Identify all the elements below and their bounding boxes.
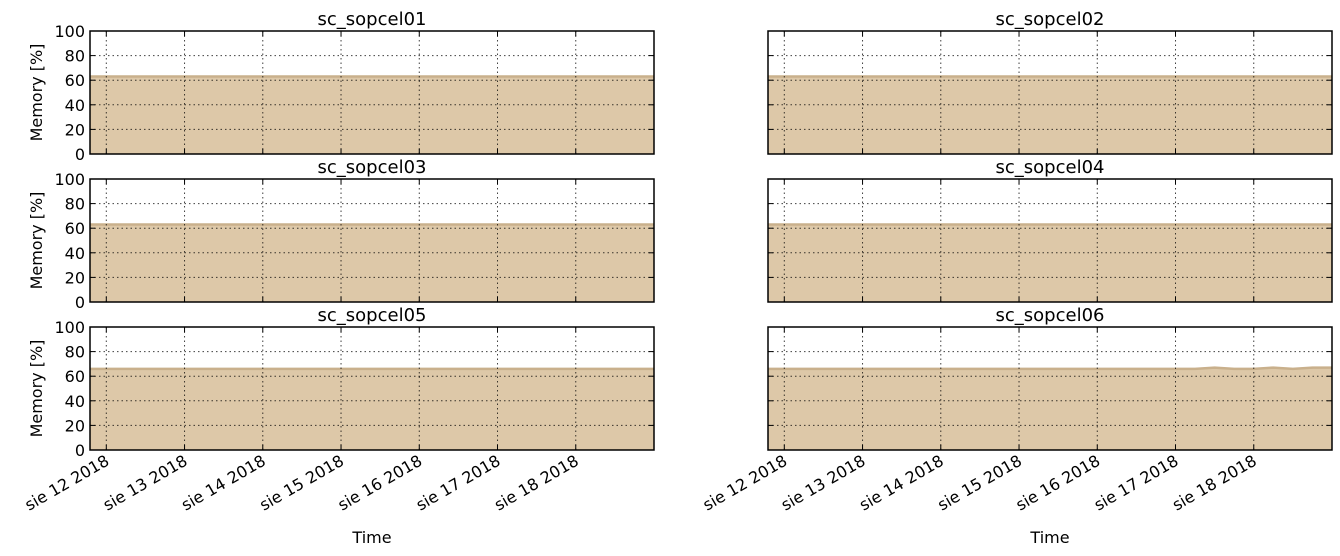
y-tick-label: 20 bbox=[65, 416, 85, 435]
subplot-title: sc_sopcel05 bbox=[318, 305, 427, 326]
y-tick-label: 100 bbox=[54, 22, 85, 41]
y-axis-label: Memory [%] bbox=[27, 44, 46, 142]
axes-frame bbox=[89, 326, 655, 451]
axes-frame bbox=[89, 30, 655, 155]
subplot-4: sc_sopcel04 bbox=[767, 157, 1333, 303]
x-tick-label: sie 14 2018 bbox=[856, 451, 947, 514]
area-line bbox=[768, 366, 1332, 371]
axes-frame bbox=[767, 178, 1333, 303]
axes-frame bbox=[767, 30, 1333, 155]
y-tick-label: 40 bbox=[65, 392, 85, 411]
subplot-1: 0 20 40 60 80 100 Memory [%] sc_sopcel01 bbox=[27, 9, 655, 164]
y-tick-label: 60 bbox=[65, 71, 85, 90]
subplot-title: sc_sopcel02 bbox=[996, 9, 1105, 30]
y-tick-label: 80 bbox=[65, 47, 85, 66]
x-tick-label: sie 17 2018 bbox=[413, 451, 504, 514]
subplot-title: sc_sopcel01 bbox=[318, 9, 427, 30]
x-tick-label: sie 17 2018 bbox=[1091, 451, 1182, 514]
y-tick-label: 0 bbox=[75, 441, 85, 460]
axes-frame bbox=[767, 326, 1333, 451]
area-fill bbox=[90, 224, 654, 302]
x-tick-label: sie 18 2018 bbox=[491, 451, 582, 514]
y-tick-label: 60 bbox=[65, 367, 85, 386]
area-fill bbox=[768, 367, 1332, 450]
y-tick-label: 20 bbox=[65, 268, 85, 287]
subplot-title: sc_sopcel04 bbox=[996, 157, 1105, 178]
x-tick-label: sie 13 2018 bbox=[778, 451, 869, 514]
subplot-2: sc_sopcel02 bbox=[767, 9, 1333, 155]
x-tick-label: sie 15 2018 bbox=[256, 451, 347, 514]
y-axis-label: Memory [%] bbox=[27, 192, 46, 290]
area-fill bbox=[768, 224, 1332, 302]
axes-frame bbox=[89, 178, 655, 303]
y-tick-label: 80 bbox=[65, 195, 85, 214]
subplot-title: sc_sopcel03 bbox=[318, 157, 427, 178]
area-fill bbox=[90, 76, 654, 154]
y-tick-label: 100 bbox=[54, 170, 85, 189]
x-tick-label: sie 15 2018 bbox=[934, 451, 1025, 514]
x-tick-label: sie 12 2018 bbox=[700, 451, 791, 514]
y-tick-label: 20 bbox=[65, 120, 85, 139]
x-axis-label: Time bbox=[1029, 528, 1069, 547]
y-tick-label: 0 bbox=[75, 145, 85, 164]
x-tick-label: sie 18 2018 bbox=[1169, 451, 1260, 514]
subplot-3: 0 20 40 60 80 100 Memory [%] sc_sopcel03 bbox=[27, 157, 655, 312]
x-tick-label: sie 16 2018 bbox=[334, 451, 425, 514]
y-axis-label: Memory [%] bbox=[27, 340, 46, 438]
area-fill bbox=[768, 76, 1332, 154]
subplot-title: sc_sopcel06 bbox=[996, 305, 1105, 326]
y-tick-label: 40 bbox=[65, 244, 85, 263]
y-tick-label: 0 bbox=[75, 293, 85, 312]
x-tick-label: sie 16 2018 bbox=[1012, 451, 1103, 514]
y-tick-label: 60 bbox=[65, 219, 85, 238]
y-tick-label: 80 bbox=[65, 343, 85, 362]
x-axis-label: Time bbox=[351, 528, 391, 547]
x-tick-label: sie 14 2018 bbox=[178, 451, 269, 514]
area-fill bbox=[90, 368, 654, 450]
x-tick-label: sie 13 2018 bbox=[100, 451, 191, 514]
y-tick-label: 40 bbox=[65, 96, 85, 115]
y-tick-label: 100 bbox=[54, 318, 85, 337]
x-tick-label: sie 12 2018 bbox=[22, 451, 113, 514]
